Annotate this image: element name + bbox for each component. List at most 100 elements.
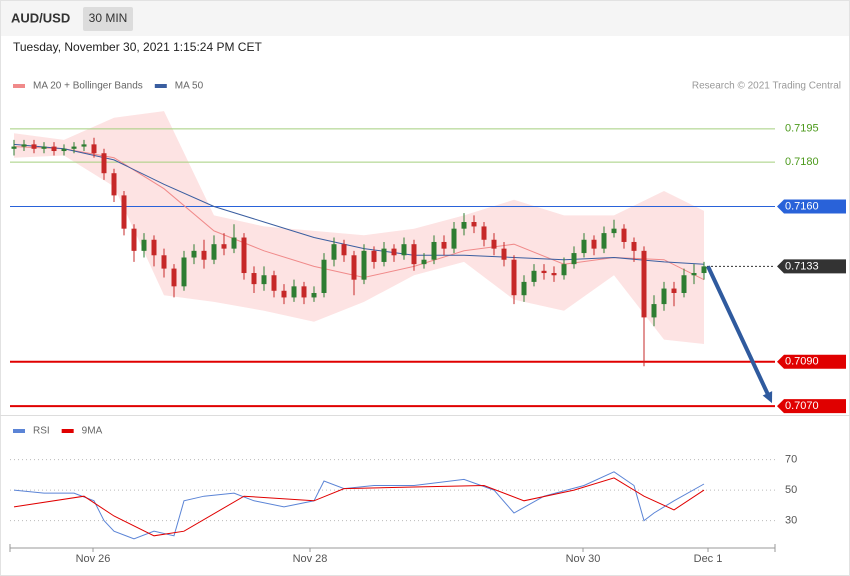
rsi-tick-label: 50	[785, 484, 797, 496]
legend-label: MA 20 + Bollinger Bands	[33, 81, 143, 92]
candle-body	[521, 281, 527, 296]
candle-body	[231, 237, 237, 249]
candle-body	[701, 266, 707, 274]
candle-body	[441, 241, 447, 249]
candle-body	[11, 146, 17, 149]
candle-body	[311, 292, 317, 298]
candle-body	[541, 270, 547, 274]
candle-body	[621, 228, 627, 242]
candle-body	[271, 275, 277, 291]
interval-badge[interactable]	[83, 7, 133, 31]
legend-swatch	[154, 84, 167, 88]
candle-body	[461, 222, 467, 229]
candle-body	[341, 244, 347, 256]
candle-body	[531, 270, 537, 282]
candle-body	[221, 244, 227, 249]
candle-body	[211, 244, 217, 260]
forecast-arrow	[706, 265, 771, 397]
candle-body	[101, 153, 107, 174]
rsi-tick-label: 30	[785, 514, 797, 526]
candle-body	[281, 290, 287, 298]
candle-body	[371, 250, 377, 262]
candle-body	[361, 250, 367, 280]
candle-body	[651, 304, 657, 318]
candle-body	[61, 148, 67, 152]
interval[interactable]: 30 MIN	[89, 11, 128, 25]
candle-body	[481, 226, 487, 240]
rsi-tick-label: 70	[785, 454, 797, 466]
candle-body	[401, 244, 407, 256]
candle-body	[601, 233, 607, 249]
candle-body	[391, 248, 397, 256]
candle-body	[191, 250, 197, 258]
level-label: 0.7070	[785, 400, 819, 412]
level-label-box	[777, 399, 846, 414]
x-tick-label: Dec 1	[694, 553, 723, 565]
candle-body	[471, 222, 477, 227]
candle-body	[321, 259, 327, 293]
level-label: 0.7133	[785, 260, 819, 272]
candle-body	[241, 237, 247, 274]
candle-body	[71, 146, 77, 149]
candle-body	[421, 259, 427, 265]
candle-body	[501, 248, 507, 260]
rsi-line	[13, 477, 705, 537]
candle-body	[31, 144, 37, 149]
candle-body	[141, 239, 147, 251]
candle-body	[81, 144, 87, 147]
candle-body	[171, 268, 177, 287]
candle-body	[201, 250, 207, 260]
level-label: 0.7195	[785, 123, 819, 135]
candle-body	[121, 195, 127, 229]
candle-body	[431, 241, 437, 260]
candle-body	[611, 228, 617, 234]
candle-body	[671, 288, 677, 293]
candle-body	[511, 259, 517, 296]
legend-swatch	[61, 429, 74, 433]
candle-body	[411, 244, 417, 265]
forecast-arrowhead	[762, 391, 773, 404]
x-tick-label: Nov 26	[76, 553, 111, 565]
candle-body	[381, 248, 387, 262]
level-label: 0.7160	[785, 200, 819, 212]
x-tick-label: Nov 30	[566, 553, 601, 565]
legend-swatch	[13, 429, 25, 433]
candle-body	[591, 239, 597, 249]
symbol: AUD/USD	[11, 10, 70, 25]
candle-body	[581, 239, 587, 254]
candle-body	[301, 286, 307, 298]
level-label-box	[777, 354, 846, 369]
rsi-line	[13, 471, 705, 540]
candle-body	[681, 275, 687, 293]
level-label-box	[777, 199, 846, 214]
candle-body	[451, 228, 457, 249]
candle-body	[551, 273, 557, 276]
candle-body	[181, 257, 187, 287]
level-label: 0.7090	[785, 356, 819, 368]
candle-body	[21, 144, 27, 147]
candle-body	[691, 273, 697, 276]
candle-body	[661, 288, 667, 305]
candle-body	[561, 264, 567, 276]
candle-body	[631, 241, 637, 251]
legend-label: 9MA	[82, 426, 103, 437]
candle-body	[151, 239, 157, 256]
candle-body	[291, 286, 297, 298]
legend-swatch	[13, 84, 25, 88]
datetime: Tuesday, November 30, 2021 1:15:24 PM CE…	[13, 40, 262, 54]
candle-body	[641, 250, 647, 318]
candle-body	[41, 146, 47, 149]
candle-body	[351, 255, 357, 280]
candle-body	[251, 273, 257, 285]
candle-body	[131, 228, 137, 251]
level-label: 0.7180	[785, 156, 819, 168]
legend-label: MA 50	[175, 81, 204, 92]
header-bar	[1, 1, 849, 36]
x-tick-label: Nov 28	[293, 553, 328, 565]
candle-body	[51, 146, 57, 152]
credit: Research © 2021 Trading Central	[692, 81, 841, 92]
candle-body	[91, 144, 97, 154]
candle-body	[161, 255, 167, 269]
